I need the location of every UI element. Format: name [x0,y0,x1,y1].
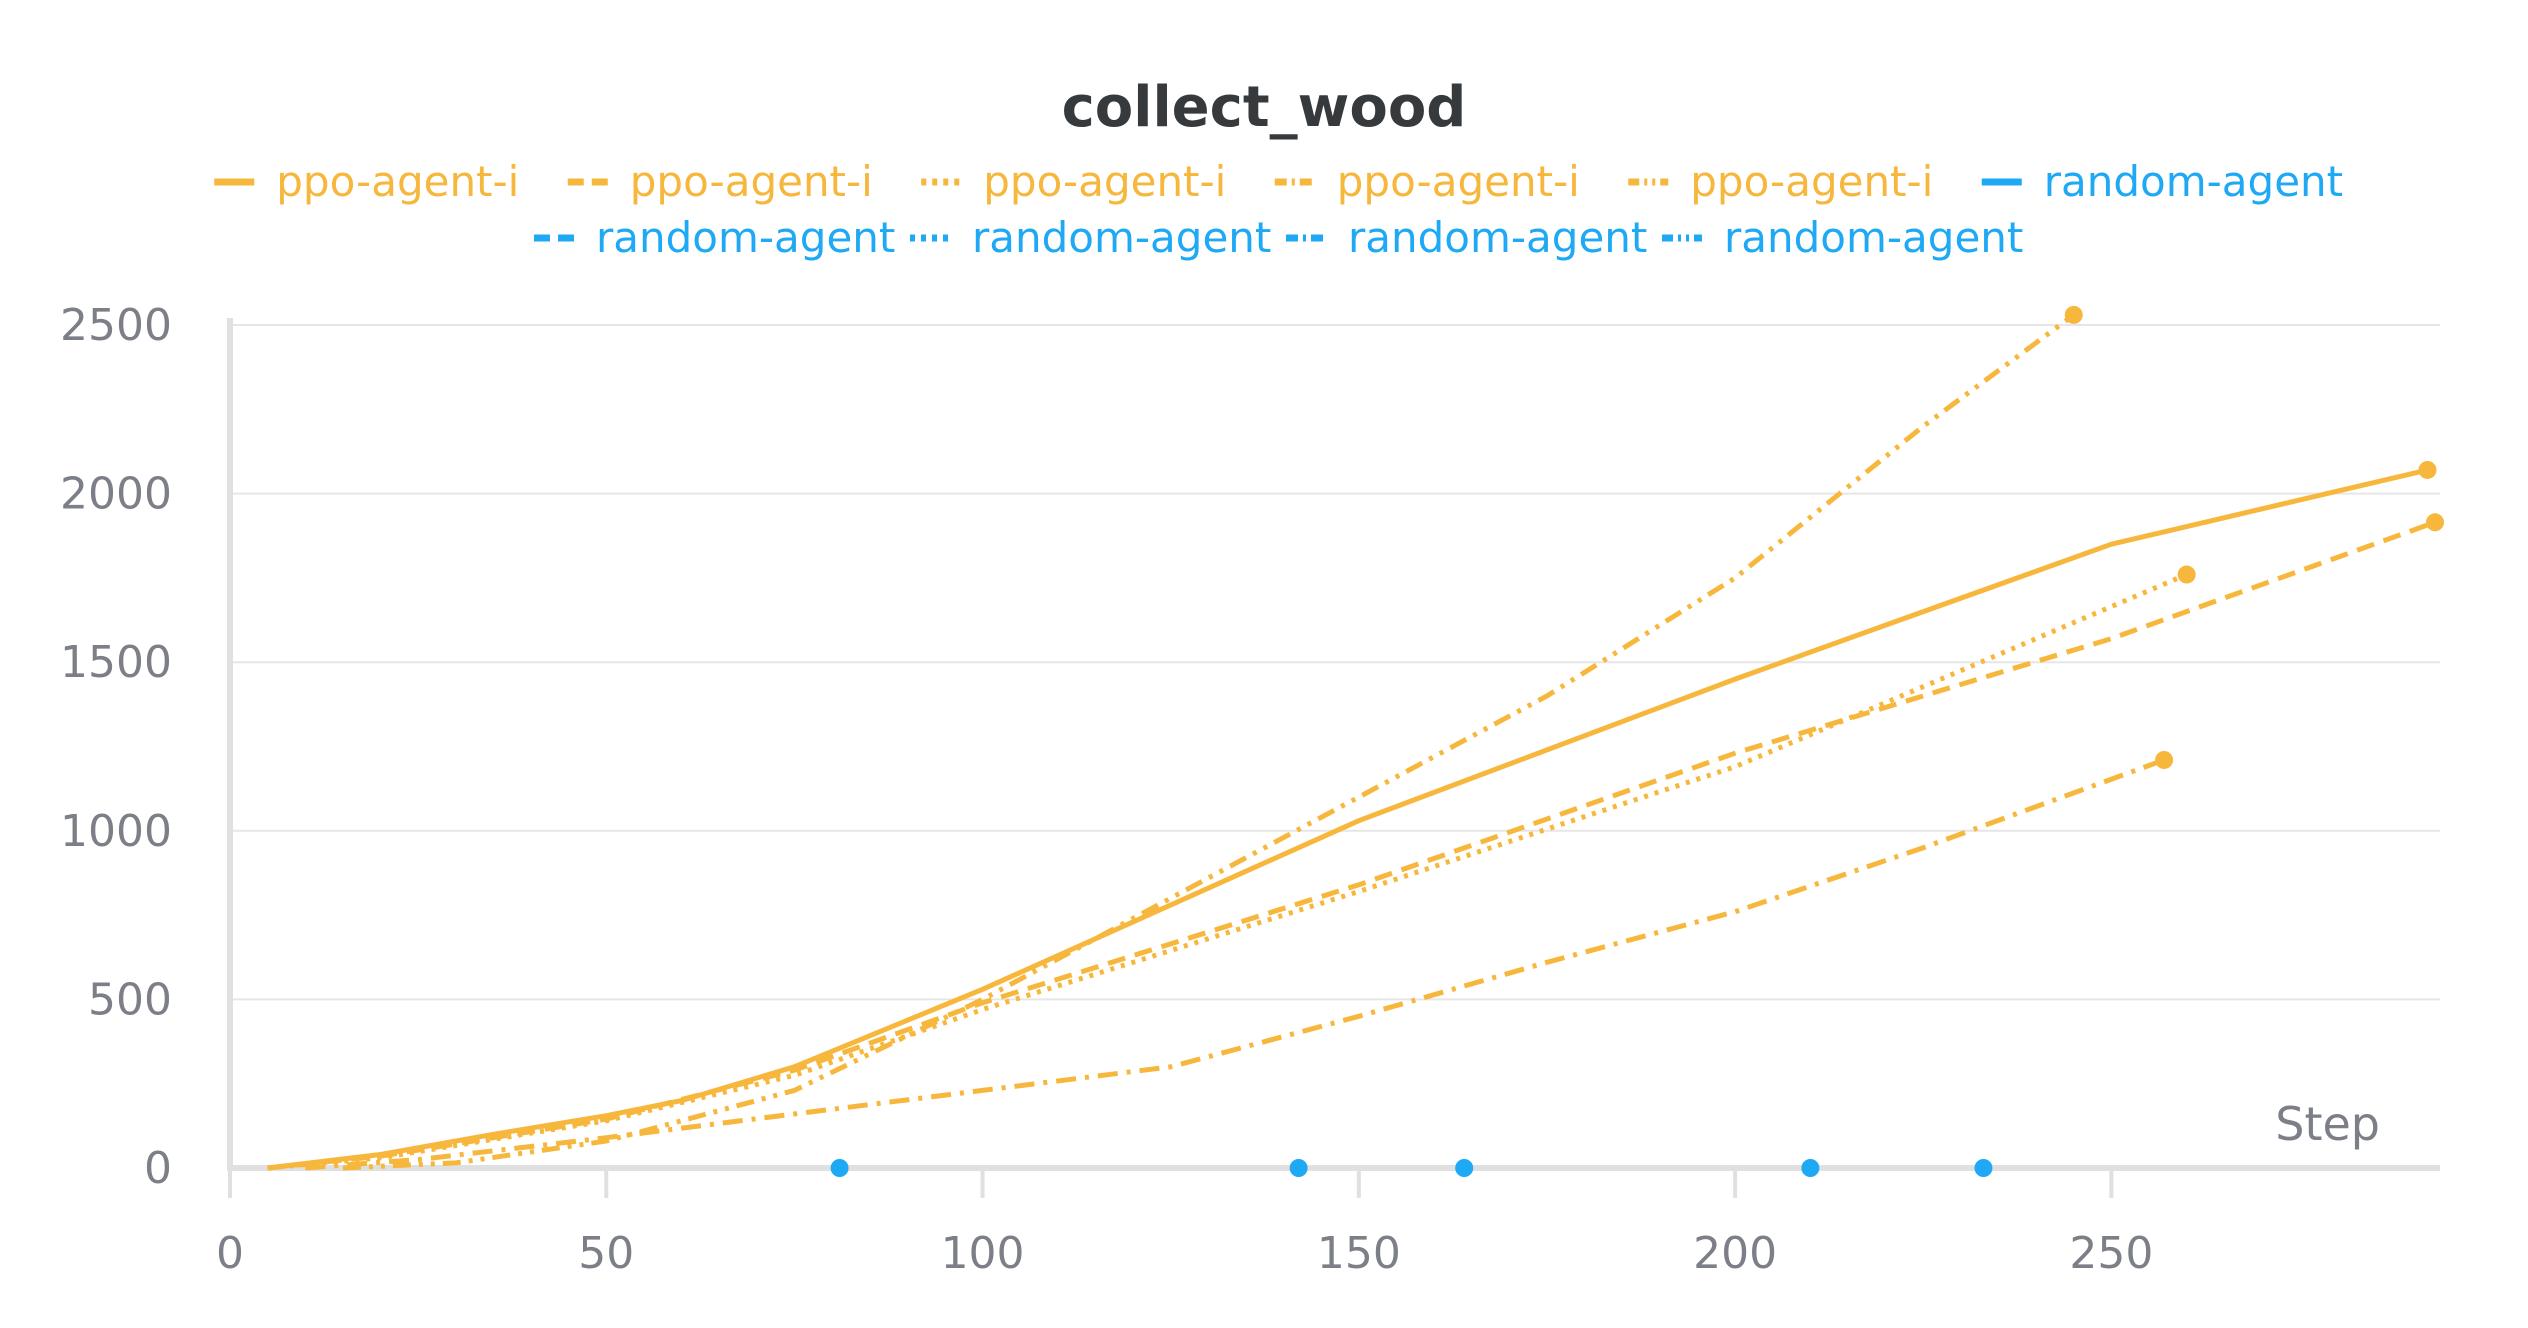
legend-item: random-agent [1662,213,2023,262]
legend-item: random-agent [1981,157,2343,206]
y-tick-label: 1000 [60,806,172,857]
y-tick-label: 0 [144,1143,172,1194]
legend-label: random-agent [1724,213,2023,262]
legend-label: random-agent [972,213,1271,262]
series-endpoint-10 [1974,1159,1993,1177]
series-end-points [830,305,2444,1177]
legend-label: ppo-agent-i [630,157,873,206]
legend-label: random-agent [596,213,895,262]
series-line-3 [267,572,2188,1171]
legend-label: random-agent [2044,157,2343,206]
series-lines [267,312,2436,1171]
legend-item: ppo-agent-i [567,157,873,206]
series-endpoint-2 [2426,513,2444,532]
series-endpoint-7 [1289,1159,1308,1177]
x-tick-label: 150 [1317,1228,1401,1279]
series-line-2 [267,519,2436,1171]
axes [227,318,2440,1171]
x-tick-label: 0 [216,1228,244,1279]
y-tick-label: 1500 [60,637,172,688]
legend-label: ppo-agent-i [1690,157,1933,206]
series-endpoint-6 [830,1159,849,1177]
series-line-1 [267,467,2429,1171]
series-line-5 [342,312,2076,1171]
legend-label: random-agent [1348,213,1647,262]
legend-item: ppo-agent-i [921,157,1226,206]
x-axis-title: Step [2275,1097,2380,1151]
x-tick-label: 50 [578,1228,634,1279]
legend-item: random-agent [534,213,895,262]
x-axis-ticks: 0 50 100 150 200 250 [216,1168,2153,1279]
series-endpoint-9 [1801,1159,1820,1177]
chart-title: collect_wood [1062,75,1467,140]
series-endpoint-3 [2177,565,2196,584]
y-axis-ticks: 0 500 1000 1500 2000 2500 [60,300,172,1194]
series-line-4 [305,757,2165,1171]
legend-item: ppo-agent-i [1628,157,1933,206]
legend-label: ppo-agent-i [983,157,1226,206]
series-endpoint-5 [2064,305,2083,324]
x-tick-label: 100 [941,1228,1025,1279]
y-tick-label: 2500 [60,300,172,351]
legend-label: ppo-agent-i [276,157,519,206]
y-tick-label: 2000 [60,469,172,520]
legend-item: random-agent [910,213,1271,262]
series-endpoint-4 [2155,750,2174,769]
x-tick-label: 250 [2069,1228,2153,1279]
legend-item: ppo-agent-i [214,157,519,206]
series-endpoint-8 [1455,1159,1474,1177]
legend-item: random-agent [1286,213,1647,262]
x-tick-label: 200 [1693,1228,1777,1279]
legend-label: ppo-agent-i [1337,157,1580,206]
legend-item: ppo-agent-i [1274,157,1580,206]
gridlines [230,324,2440,1001]
legend: ppo-agent-i ppo-agent-i ppo-agent-i ppo-age… [214,157,2343,262]
series-endpoint-1 [2418,460,2437,479]
y-tick-label: 500 [88,974,172,1025]
